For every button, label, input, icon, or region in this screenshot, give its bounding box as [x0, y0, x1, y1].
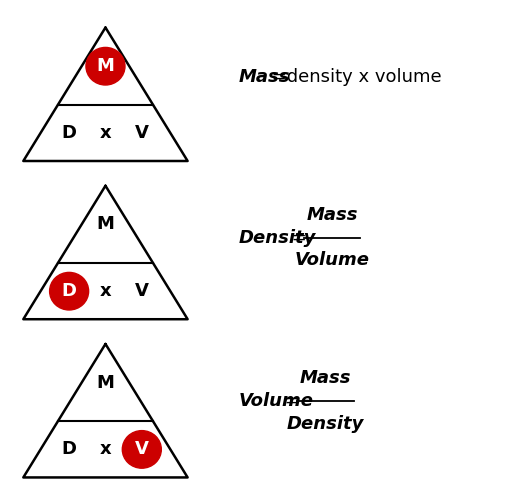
Text: M: M: [97, 374, 114, 392]
Text: =: =: [285, 228, 312, 246]
Text: V: V: [135, 124, 149, 142]
Text: =density x volume: =density x volume: [266, 68, 441, 86]
Text: Mass: Mass: [306, 206, 358, 224]
Text: Mass: Mass: [239, 68, 291, 86]
Circle shape: [86, 48, 125, 85]
Text: =: =: [279, 392, 306, 410]
Text: x: x: [100, 124, 111, 142]
Text: Volume: Volume: [295, 252, 370, 270]
Text: V: V: [135, 282, 149, 300]
Text: M: M: [97, 57, 114, 75]
Text: x: x: [100, 282, 111, 300]
Circle shape: [122, 430, 161, 468]
Text: Mass: Mass: [300, 369, 351, 387]
Text: D: D: [62, 124, 77, 142]
Text: D: D: [62, 282, 77, 300]
Circle shape: [50, 272, 89, 310]
Text: D: D: [62, 440, 77, 458]
Text: Volume: Volume: [239, 392, 314, 410]
Text: M: M: [97, 216, 114, 234]
Text: x: x: [100, 440, 111, 458]
Text: Density: Density: [239, 228, 317, 246]
Text: Density: Density: [287, 414, 364, 432]
Text: V: V: [135, 440, 149, 458]
